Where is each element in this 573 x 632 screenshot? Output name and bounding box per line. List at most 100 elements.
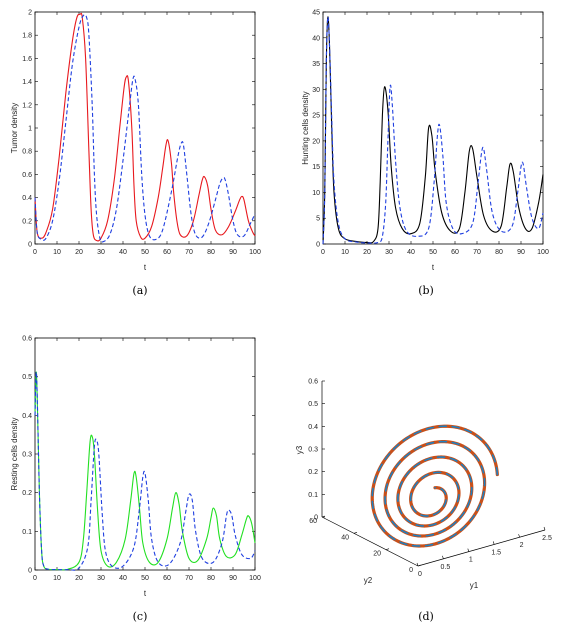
panel-d-trajectory-orange bbox=[370, 424, 499, 548]
panel-b-xtick-label: 50 bbox=[429, 249, 437, 256]
panel-d-ylabel: y2 bbox=[364, 576, 373, 585]
panel-c-xtick-label: 0 bbox=[33, 575, 37, 582]
panel-c-xtick-label: 20 bbox=[75, 575, 83, 582]
panel-a-series bbox=[34, 12, 256, 243]
panel-b-series bbox=[322, 16, 544, 245]
panel-d-trajectory-blue bbox=[371, 425, 499, 547]
panel-b-xtick-label: 30 bbox=[385, 249, 393, 256]
panel-a-xtick-label: 60 bbox=[163, 249, 171, 256]
panel-d-ytick-label: 60 bbox=[309, 518, 317, 525]
panel-a-xtick-label: 50 bbox=[141, 249, 149, 256]
panel-a-ytick-label: 0.8 bbox=[22, 149, 32, 156]
panel-d-xlabel: y1 bbox=[470, 581, 479, 590]
panel-b-xtick-label: 10 bbox=[341, 249, 349, 256]
panel-a-ytick-label: 1 bbox=[28, 126, 32, 133]
panel-b-axes-frame bbox=[322, 11, 544, 245]
panel-d-xtick-label: 1 bbox=[469, 557, 473, 564]
panel-c-ytick-label: 0.2 bbox=[22, 490, 32, 497]
panel-a-xtick-label: 10 bbox=[53, 249, 61, 256]
panel-d-ytick-label: 0 bbox=[409, 567, 413, 574]
panel-d-ztick-label: 0.2 bbox=[308, 469, 318, 476]
panel-b-ticks: 0 10 20 30 40 50 60 70 80 90 100 0 5 10 15 20 25 30 35 40 45 bbox=[312, 10, 549, 257]
panel-b-hunting-cells-density: 0 10 20 30 40 50 60 70 80 90 100 0 5 10 15 20 25 30 35 40 45… bbox=[301, 10, 549, 298]
panel-a-xtick-label: 0 bbox=[33, 249, 37, 256]
panel-a-xtick-label: 30 bbox=[97, 249, 105, 256]
panel-a-series-solid-line bbox=[34, 12, 256, 242]
panel-a-xlabel: t bbox=[144, 263, 147, 272]
panel-b-ytick-label: 5 bbox=[316, 216, 320, 223]
panel-a-ylabel: Tumor density bbox=[10, 103, 19, 153]
panel-a-xtick-label: 40 bbox=[119, 249, 127, 256]
panel-d-xtick-mark bbox=[492, 541, 495, 545]
panel-b-series-dashed-line bbox=[322, 16, 544, 245]
panel-a-xtick-label: 80 bbox=[207, 249, 215, 256]
panel-d-ytick-mark bbox=[321, 515, 326, 518]
panel-b-ytick-label: 0 bbox=[316, 242, 320, 249]
panel-d-xtick-mark bbox=[442, 555, 444, 559]
panel-a-ticks: 0 10 20 30 40 50 60 70 80 90 100 0 0.2 0.4 0.6 0.8 1 1.2 1… bbox=[22, 10, 261, 257]
panel-d-zlabel: y3 bbox=[295, 445, 304, 454]
panel-b-xtick-label: 60 bbox=[451, 249, 459, 256]
panel-a-tumor-density: 0 10 20 30 40 50 60 70 80 90 100 0 0.2 0.4 0.6 0.8 1 1.2 1… bbox=[10, 10, 261, 298]
panel-d-xtick-mark bbox=[518, 534, 520, 538]
panel-b-ytick-label: 25 bbox=[312, 113, 320, 120]
panel-c-series-solid-line bbox=[34, 371, 256, 571]
panel-b-xtick-label: 100 bbox=[537, 249, 549, 256]
panel-d-ztick-label: 0.6 bbox=[308, 379, 318, 386]
panel-c-ytick-label: 0.1 bbox=[22, 529, 32, 536]
panel-b-xtick-label: 0 bbox=[321, 249, 325, 256]
panel-c-xtick-label: 80 bbox=[207, 575, 215, 582]
panel-d-ztick-label: 0 bbox=[314, 515, 318, 522]
panel-c-ytick-label: 0.5 bbox=[22, 374, 32, 381]
panel-c-xtick-label: 100 bbox=[249, 575, 261, 582]
panel-b-xtick-label: 70 bbox=[473, 249, 481, 256]
panel-b-ytick-label: 35 bbox=[312, 61, 320, 68]
panel-a-ytick-label: 0.2 bbox=[22, 218, 32, 225]
panel-c-ytick-label: 0.4 bbox=[22, 413, 32, 420]
panel-c-series-dashed-line bbox=[34, 371, 256, 571]
panel-c-xtick-label: 60 bbox=[163, 575, 171, 582]
panel-a-ytick-label: 1.8 bbox=[22, 33, 32, 40]
panel-d-ytick-mark bbox=[417, 564, 422, 567]
panel-c-xtick-label: 50 bbox=[141, 575, 149, 582]
panel-c-xtick-label: 40 bbox=[119, 575, 127, 582]
panel-d-xtick-mark bbox=[416, 562, 419, 567]
panel-c-axes-frame bbox=[34, 337, 256, 571]
panel-d-ztick-label: 0.3 bbox=[308, 447, 318, 454]
panel-c-ytick-label: 0 bbox=[28, 568, 32, 575]
panel-a-xtick-label: 70 bbox=[185, 249, 193, 256]
panel-d-ytick-mark bbox=[353, 532, 358, 534]
panel-d-xtick-label: 1.5 bbox=[491, 549, 501, 556]
panel-c-ytick-label: 0.3 bbox=[22, 452, 32, 459]
panel-c-xtick-label: 30 bbox=[97, 575, 105, 582]
panel-c-ylabel: Resting cells density bbox=[10, 418, 19, 491]
panel-d-ztick-label: 0.1 bbox=[308, 492, 318, 499]
panel-d-series bbox=[370, 424, 499, 548]
panel-d-xtick-label: 2 bbox=[520, 542, 524, 549]
panel-a-ytick-label: 1.2 bbox=[22, 102, 32, 109]
panel-d-xtick-mark bbox=[543, 526, 546, 531]
panel-d-y-axis-line bbox=[321, 516, 419, 567]
panel-b-xtick-label: 80 bbox=[495, 249, 503, 256]
panel-b-caption: (b) bbox=[418, 284, 434, 297]
panel-d-ztick-label: 0.5 bbox=[308, 401, 318, 408]
panel-c-xtick-label: 10 bbox=[53, 575, 61, 582]
panel-a-ytick-label: 0.6 bbox=[22, 172, 32, 179]
panel-c-caption: (c) bbox=[133, 610, 148, 623]
panel-d-xtick-label: 2.5 bbox=[542, 535, 552, 542]
panel-b-series-solid-line bbox=[322, 16, 544, 245]
panel-a-caption: (a) bbox=[132, 284, 147, 297]
panel-c-xlabel: t bbox=[144, 589, 147, 598]
panel-a-axes-frame bbox=[34, 11, 256, 245]
panel-d-ytick-label: 40 bbox=[341, 534, 349, 541]
panel-c-xtick-label: 70 bbox=[185, 575, 193, 582]
panel-d-xtick-mark bbox=[467, 548, 470, 552]
panel-a-xtick-label: 20 bbox=[75, 249, 83, 256]
panel-b-ytick-label: 30 bbox=[312, 87, 320, 94]
panel-d-ytick-label: 20 bbox=[373, 551, 381, 558]
panel-a-ytick-label: 2 bbox=[28, 10, 32, 17]
panel-b-ylabel: Hunting cells density bbox=[301, 91, 310, 164]
panel-d-ztick-label: 0.4 bbox=[308, 424, 318, 431]
